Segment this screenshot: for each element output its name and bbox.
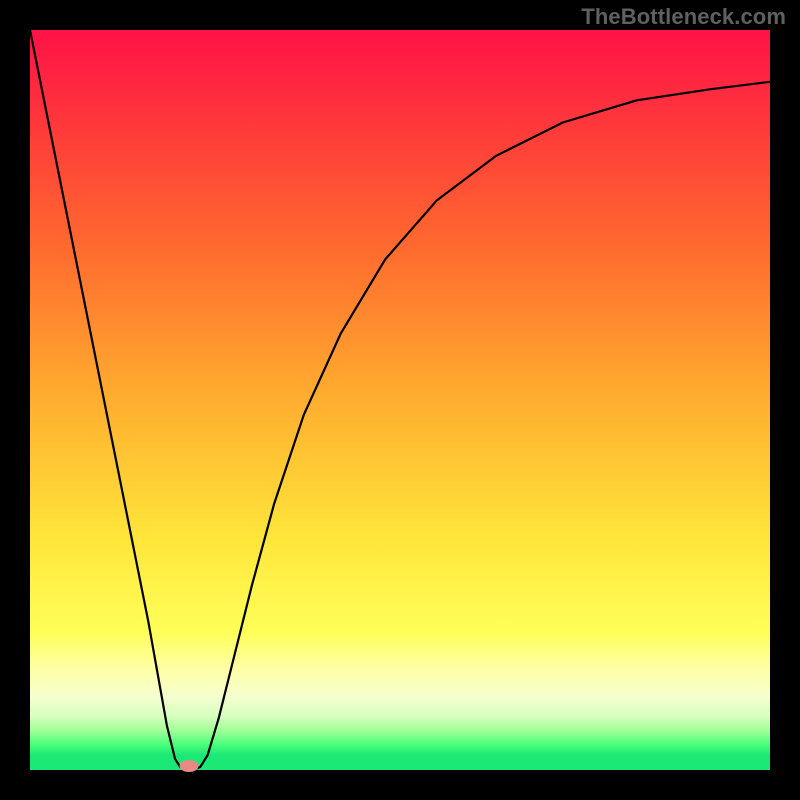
plot-area (30, 30, 770, 770)
chart-frame: TheBottleneck.com (0, 0, 800, 800)
watermark: TheBottleneck.com (581, 4, 786, 30)
bottleneck-curve-path (30, 30, 770, 770)
optimal-marker (180, 760, 199, 772)
curve-layer (30, 30, 770, 770)
